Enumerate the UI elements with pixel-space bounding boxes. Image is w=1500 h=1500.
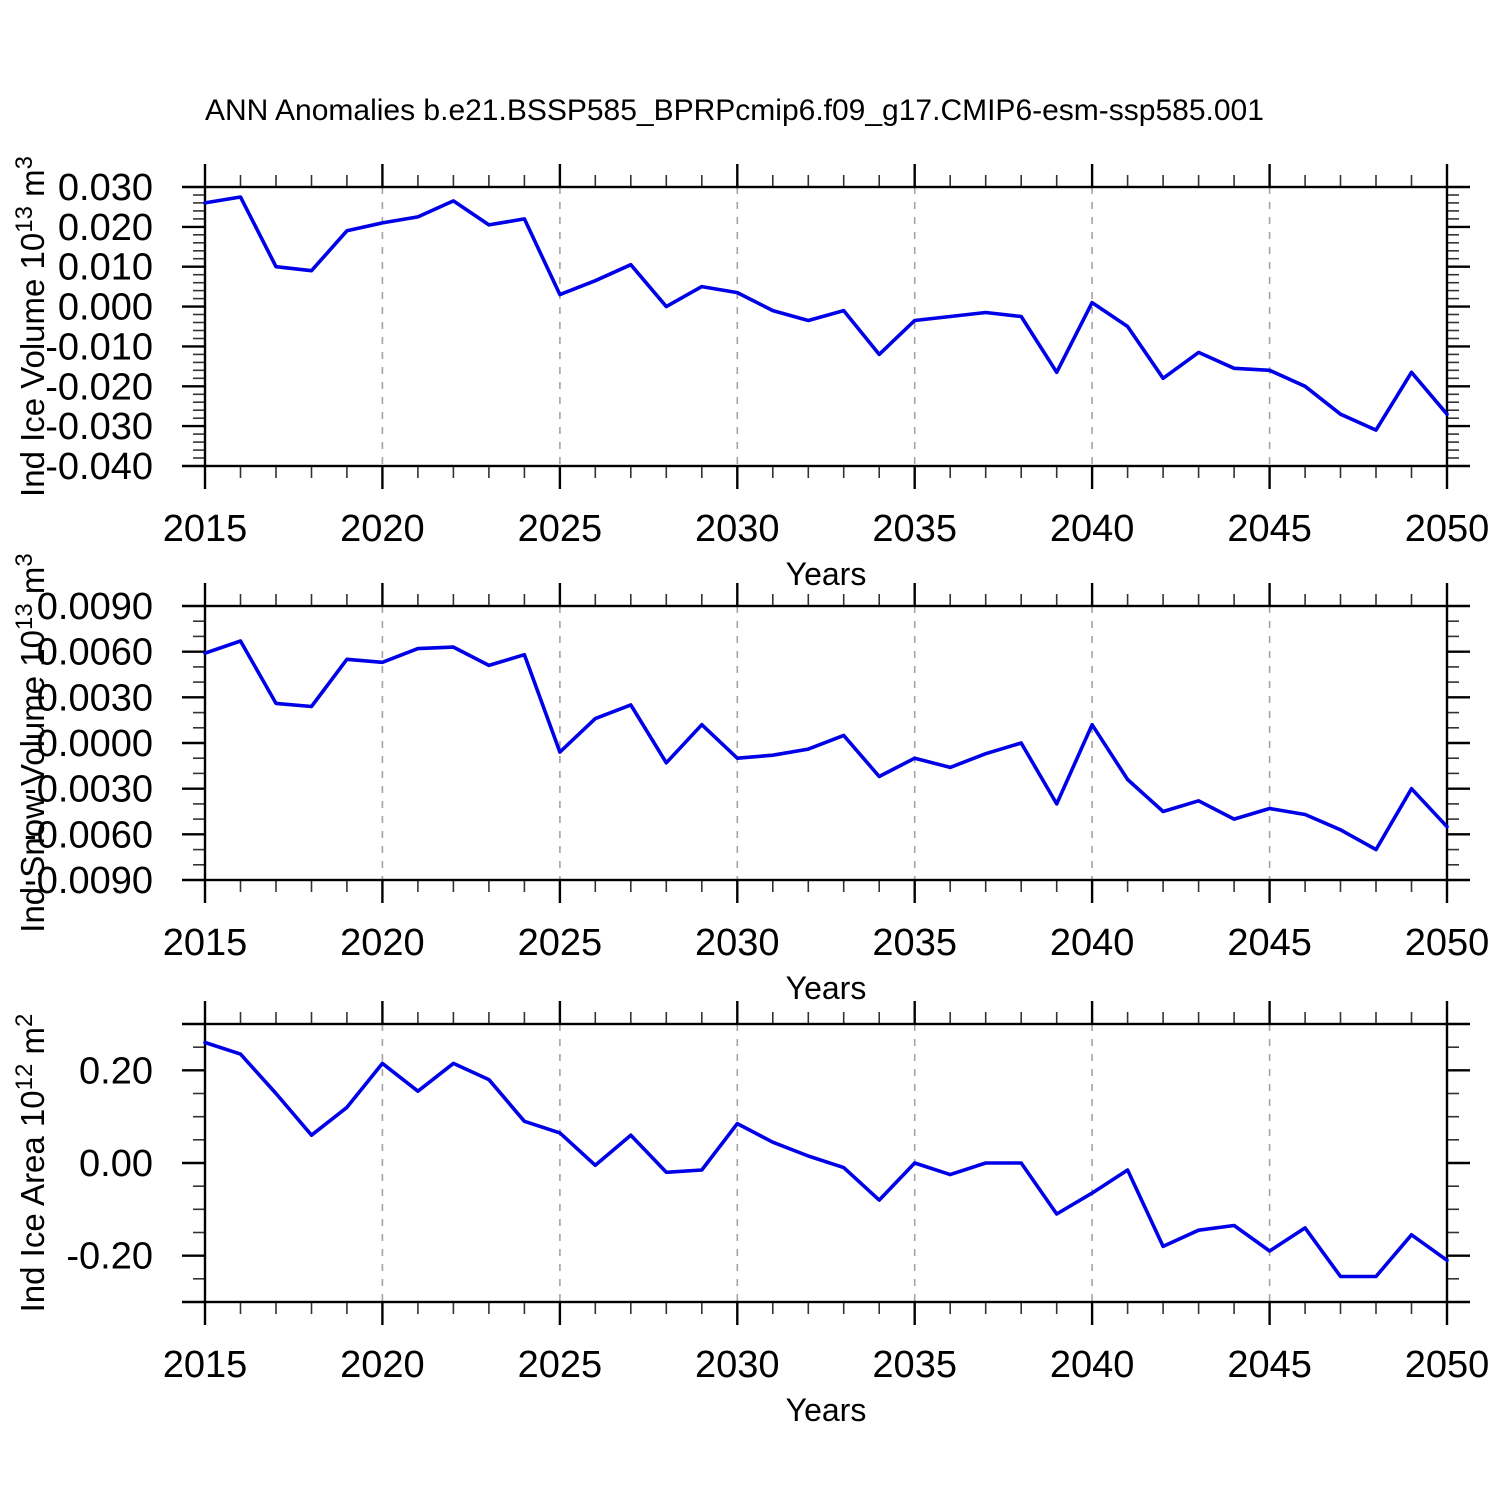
chart-1-y-axis-title: Ind Ice Volume 1013 m3 [11, 156, 51, 497]
x-tick-label: 2045 [1227, 1344, 1312, 1386]
chart-2-gridlines [381, 606, 1271, 880]
x-tick-label: 2030 [695, 508, 780, 550]
x-tick-label: 2040 [1050, 922, 1135, 964]
chart-2-major-ticks [182, 583, 1470, 903]
y-tick-label: 0.020 [58, 207, 153, 249]
x-tick-label: 2050 [1405, 922, 1490, 964]
chart-3-x-tick-labels: 2015 2020 2025 2030 2035 2040 2045 2050 [163, 1344, 1490, 1386]
chart-2: 0.00900.00600.00300.0000-0.0030-0.0060-0… [11, 553, 1489, 1006]
chart-1: 0.0300.0200.0100.000-0.010-0.020-0.030-0… [11, 156, 1489, 592]
chart-1-minor-ticks [193, 175, 1459, 478]
chart-3-gridlines [381, 1024, 1271, 1302]
chart-1-x-axis-title: Years [786, 556, 867, 592]
y-tick-label: 0.000 [58, 287, 153, 329]
y-tick-label: -0.0060 [24, 814, 153, 856]
x-tick-label: 2035 [872, 1344, 957, 1386]
chart-1-data-line [203, 195, 1449, 432]
y-tick-label: -0.040 [45, 446, 153, 488]
x-tick-label: 2025 [518, 1344, 603, 1386]
x-tick-label: 2045 [1227, 922, 1312, 964]
x-tick-label: 2015 [163, 508, 248, 550]
chart-1-major-ticks [182, 164, 1470, 489]
chart-2-x-tick-labels: 2015 2020 2025 2030 2035 2040 2045 2050 [163, 922, 1490, 964]
x-tick-label: 2050 [1405, 1344, 1490, 1386]
y-tick-label: -0.20 [66, 1236, 153, 1278]
y-tick-label: 0.0000 [37, 723, 153, 765]
x-tick-label: 2015 [163, 922, 248, 964]
y-tick-label: 0.010 [58, 247, 153, 289]
chart-3: 0.20 0.00 -0.20 2015 2020 2025 2030 2035 2040 204… [11, 1001, 1489, 1428]
x-tick-label: 2020 [340, 922, 425, 964]
y-tick-label: 0.20 [79, 1050, 153, 1092]
chart-3-major-ticks [182, 1001, 1470, 1325]
page-title: ANN Anomalies b.e21.BSSP585_BPRPcmip6.f0… [205, 94, 1264, 127]
y-tick-label: 0.0060 [37, 632, 153, 674]
x-tick-label: 2050 [1405, 508, 1490, 550]
y-tick-label: 0.0090 [37, 586, 153, 628]
chart-3-data-line [203, 1040, 1449, 1279]
x-tick-label: 2025 [518, 922, 603, 964]
chart-3-frame [203, 1022, 1449, 1304]
y-tick-label: -0.010 [45, 326, 153, 368]
y-tick-label: 0.030 [58, 167, 153, 209]
y-tick-label: -0.020 [45, 366, 153, 408]
y-tick-label: -0.030 [45, 406, 153, 448]
chart-2-minor-ticks [193, 594, 1459, 892]
y-tick-label: 0.0030 [37, 677, 153, 719]
x-tick-label: 2020 [340, 1344, 425, 1386]
x-tick-label: 2035 [872, 508, 957, 550]
chart-2-frame [203, 604, 1449, 882]
chart-2-x-axis-title: Years [786, 970, 867, 1006]
x-tick-label: 2020 [340, 508, 425, 550]
chart-1-y-tick-labels: 0.0300.0200.0100.000-0.010-0.020-0.030-0… [45, 167, 153, 488]
chart-3-x-axis-title: Years [786, 1392, 867, 1428]
chart-3-minor-ticks [193, 1012, 1459, 1314]
chart-1-gridlines [381, 187, 1271, 466]
chart-2-y-axis-title: Ind Snow Volume 1013 m3 [11, 553, 51, 932]
chart-1-x-tick-labels: 2015 2020 2025 2030 2035 2040 2045 2050 [163, 508, 1490, 550]
y-tick-label: -0.0090 [24, 860, 153, 902]
x-tick-label: 2015 [163, 1344, 248, 1386]
x-tick-label: 2040 [1050, 508, 1135, 550]
y-tick-label: -0.0030 [24, 769, 153, 811]
chart-2-y-tick-labels: 0.00900.00600.00300.0000-0.0030-0.0060-0… [24, 586, 153, 902]
x-tick-label: 2025 [518, 508, 603, 550]
x-tick-label: 2035 [872, 922, 957, 964]
x-tick-label: 2030 [695, 1344, 780, 1386]
chart-1-frame [203, 185, 1449, 468]
x-tick-label: 2040 [1050, 1344, 1135, 1386]
chart-3-y-axis-title: Ind Ice Area 1012 m2 [11, 1014, 51, 1313]
chart-2-data-line [203, 639, 1449, 852]
x-tick-label: 2030 [695, 922, 780, 964]
y-tick-label: 0.00 [79, 1143, 153, 1185]
x-tick-label: 2045 [1227, 508, 1312, 550]
chart-3-y-tick-labels: 0.20 0.00 -0.20 [66, 1050, 153, 1277]
